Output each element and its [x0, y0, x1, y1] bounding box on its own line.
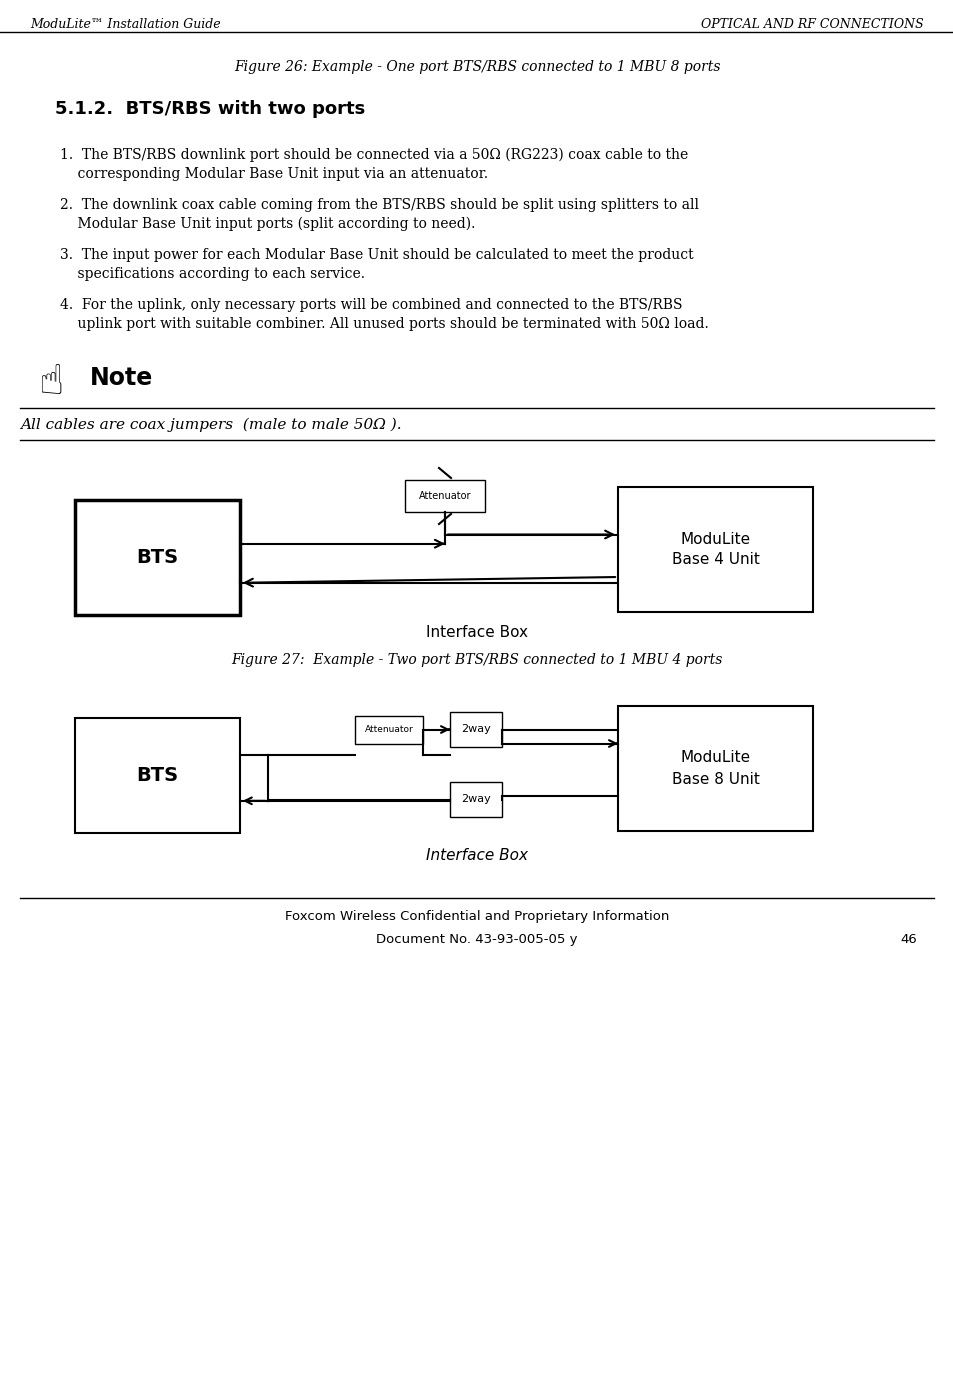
Text: Figure 27:  Example - Two port BTS/RBS connected to 1 MBU 4 ports: Figure 27: Example - Two port BTS/RBS co… — [231, 653, 722, 667]
Bar — [75, 500, 240, 615]
Bar — [450, 782, 501, 816]
Text: 2way: 2way — [460, 794, 491, 804]
Text: Modular Base Unit input ports (split according to need).: Modular Base Unit input ports (split acc… — [60, 218, 475, 231]
Bar — [450, 712, 501, 747]
Text: Attenuator: Attenuator — [418, 491, 471, 500]
Bar — [405, 480, 484, 511]
Bar — [75, 718, 240, 833]
Text: specifications according to each service.: specifications according to each service… — [60, 267, 365, 281]
Text: BTS: BTS — [136, 766, 178, 784]
Text: Interface Box: Interface Box — [426, 625, 527, 640]
Text: Figure 26: Example - One port BTS/RBS connected to 1 MBU 8 ports: Figure 26: Example - One port BTS/RBS co… — [233, 60, 720, 73]
Text: ModuLite
Base 8 Unit: ModuLite Base 8 Unit — [671, 750, 759, 786]
Bar — [618, 486, 812, 613]
Text: 3.  The input power for each Modular Base Unit should be calculated to meet the : 3. The input power for each Modular Base… — [60, 248, 693, 262]
Text: corresponding Modular Base Unit input via an attenuator.: corresponding Modular Base Unit input vi… — [60, 166, 488, 182]
Text: 2way: 2way — [460, 725, 491, 735]
Bar — [618, 705, 812, 832]
Text: 1.  The BTS/RBS downlink port should be connected via a 50Ω (RG223) coax cable t: 1. The BTS/RBS downlink port should be c… — [60, 148, 687, 162]
Text: 4.  For the uplink, only necessary ports will be combined and connected to the B: 4. For the uplink, only necessary ports … — [60, 298, 681, 312]
Text: 5.1.2.  BTS/RBS with two ports: 5.1.2. BTS/RBS with two ports — [55, 100, 365, 118]
Text: 46: 46 — [899, 933, 916, 947]
Text: All cables are coax jumpers  (male to male 50Ω ).: All cables are coax jumpers (male to mal… — [20, 419, 401, 432]
Text: Document No. 43-93-005-05 y: Document No. 43-93-005-05 y — [375, 933, 578, 947]
Text: Attenuator: Attenuator — [364, 725, 413, 735]
Text: Interface Box: Interface Box — [426, 848, 527, 863]
Bar — [355, 717, 422, 744]
Text: 2.  The downlink coax cable coming from the BTS/RBS should be split using splitt: 2. The downlink coax cable coming from t… — [60, 198, 699, 212]
Text: OPTICAL AND RF CONNECTIONS: OPTICAL AND RF CONNECTIONS — [700, 18, 923, 30]
Text: Note: Note — [90, 366, 153, 389]
Text: ☝: ☝ — [38, 360, 63, 403]
Text: uplink port with suitable combiner. All unused ports should be terminated with 5: uplink port with suitable combiner. All … — [60, 317, 708, 331]
Text: ModuLite
Base 4 Unit: ModuLite Base 4 Unit — [671, 531, 759, 567]
Text: ModuLite™ Installation Guide: ModuLite™ Installation Guide — [30, 18, 220, 30]
Text: BTS: BTS — [136, 547, 178, 567]
Text: Foxcom Wireless Confidential and Proprietary Information: Foxcom Wireless Confidential and Proprie… — [285, 911, 668, 923]
